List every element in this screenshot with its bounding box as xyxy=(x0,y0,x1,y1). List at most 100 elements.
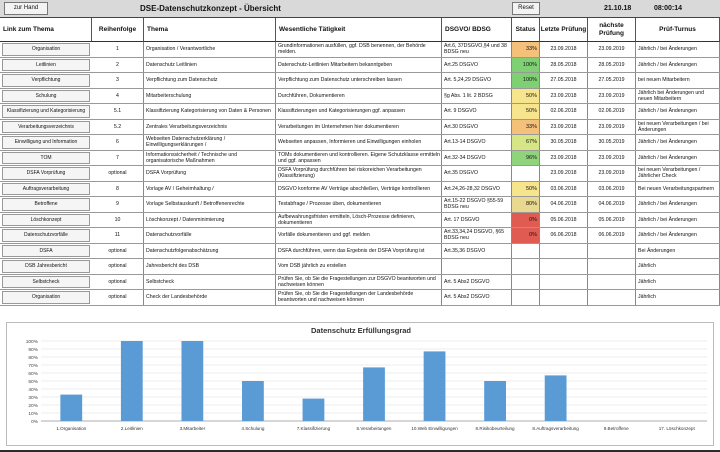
reset-button[interactable]: Reset xyxy=(512,2,540,15)
bar xyxy=(60,394,83,421)
row-legal-basis xyxy=(442,259,512,274)
row-link-button[interactable]: Organisation xyxy=(2,291,90,304)
row-activity: DSFA durchführen, wenn das Ergebnis der … xyxy=(276,243,442,258)
row-link-button[interactable]: Löschkonzept xyxy=(2,213,90,226)
table-row: Leitlinien 2 Datenschutz Leitlinien Datensc… xyxy=(0,57,720,73)
table-row: Organisation optional Check der Landesbehö… xyxy=(0,290,720,306)
row-link-button[interactable]: Selbstcheck xyxy=(2,275,90,288)
row-topic: Klassifizierung Kategorisierung von Date… xyxy=(144,104,276,119)
row-last-check: 27.05.2018 xyxy=(540,73,588,88)
row-legal-basis: Art.15-22 DSGVO §55-59 BDSG neu xyxy=(442,197,512,212)
row-topic: DSFA Vorprüfung xyxy=(144,166,276,181)
current-date: 21.10.18 xyxy=(604,5,632,12)
row-activity: DSFA Vorprüfung durchführen bei riskorei… xyxy=(276,166,442,181)
row-next-check: 04.06.2019 xyxy=(588,197,636,212)
row-check-interval: Jährlich / bei Änderungen xyxy=(636,135,720,150)
row-order: 11 xyxy=(92,228,144,243)
row-check-interval: Jährlich / bei Änderungen xyxy=(636,42,720,57)
y-tick-label: 40% xyxy=(28,387,38,393)
row-check-interval: Jährlich / bei Änderungen xyxy=(636,228,720,243)
row-legal-basis: Art.35,36 DSGVO xyxy=(442,243,512,258)
row-status: 0% xyxy=(512,228,540,243)
row-activity: Verarbeitungen im Unternehmen hier dokum… xyxy=(276,119,442,134)
row-order: 5.2 xyxy=(92,119,144,134)
row-activity: Webseiten anpassen, Informieren und Einw… xyxy=(276,135,442,150)
row-activity: Testabfrage / Prozesse üben, dokumentier… xyxy=(276,197,442,212)
row-activity: Durchführen, Dokumentieren xyxy=(276,88,442,103)
row-link-button[interactable]: Auftragsverarbeitung xyxy=(2,182,90,195)
row-activity: Vorfälle dokumentieren und ggf. melden xyxy=(276,228,442,243)
row-legal-basis: Art.24,26-28,32 DSGVO xyxy=(442,181,512,196)
row-link-button[interactable]: DSB Jahresbericht xyxy=(2,260,90,273)
row-order: optional xyxy=(92,259,144,274)
row-legal-basis: Art.32-34 DSGVO xyxy=(442,150,512,165)
row-order: 1 xyxy=(92,42,144,57)
y-tick-label: 90% xyxy=(28,347,38,353)
y-tick-label: 20% xyxy=(28,403,38,409)
row-status: 67% xyxy=(512,135,540,150)
x-tick-label: 4.Schulung xyxy=(241,426,264,431)
row-link-button[interactable]: DSFA xyxy=(2,244,90,257)
table-row: Klassifizierung und Kategorisierung 5.1 Kl… xyxy=(0,104,720,120)
zur-hand-button[interactable]: zur Hand xyxy=(4,2,48,15)
row-link-button[interactable]: Betroffene xyxy=(2,198,90,211)
header-status: Status xyxy=(512,18,540,42)
row-order: optional xyxy=(92,243,144,258)
row-activity: Verpflichtung zum Datenschutz unterschre… xyxy=(276,73,442,88)
row-next-check: 27.05.2019 xyxy=(588,73,636,88)
row-last-check xyxy=(540,274,588,289)
row-link-button[interactable]: Leitlinien xyxy=(2,58,90,71)
row-next-check xyxy=(588,259,636,274)
row-last-check xyxy=(540,259,588,274)
bar xyxy=(423,351,446,421)
x-tick-label: 2.Leitlinien xyxy=(121,426,143,431)
table-row: Organisation 1 Organisation / Verantwortli… xyxy=(0,42,720,58)
row-check-interval: Jährlich / bei Änderungen xyxy=(636,150,720,165)
row-link-button[interactable]: Einwilligung und Information xyxy=(2,136,90,149)
row-legal-basis: Art.25 DSGVO xyxy=(442,57,512,72)
row-link-button[interactable]: Datenschutzvorfälle xyxy=(2,229,90,242)
table-row: Betroffene 9 Vorlage Selbstauskunft / Betr… xyxy=(0,197,720,213)
row-link-button[interactable]: Verarbeitungsverzeichnis xyxy=(2,120,90,133)
row-next-check: 23.09.2019 xyxy=(588,119,636,134)
row-status: 0% xyxy=(512,212,540,227)
row-check-interval: Bei Änderungen xyxy=(636,243,720,258)
row-topic: Datenschutz Leitlinien xyxy=(144,57,276,72)
row-next-check xyxy=(588,290,636,305)
y-tick-label: 100% xyxy=(26,339,39,345)
row-link-button[interactable]: Organisation xyxy=(2,43,90,56)
row-last-check: 02.06.2018 xyxy=(540,104,588,119)
row-next-check: 05.06.2019 xyxy=(588,212,636,227)
current-time: 08:00:14 xyxy=(654,5,683,12)
table-row: Einwilligung und Information 6 Webseiten D… xyxy=(0,135,720,151)
row-link-button[interactable]: Verpflichtung xyxy=(2,74,90,87)
table-row: Datenschutzvorfälle 11 Datenschutzvorfälle… xyxy=(0,228,720,244)
x-tick-label: 1.Organisation xyxy=(56,426,86,431)
row-activity: TOMs dokumentieren und kontrollieren. Ei… xyxy=(276,150,442,165)
row-link-button[interactable]: DSFA Vorprüfung xyxy=(2,167,90,180)
row-status: 100% xyxy=(512,73,540,88)
x-tick-label: 5.Verarbeitungen xyxy=(357,426,392,431)
row-legal-basis: Art. 5 Abs2 DSGVO xyxy=(442,290,512,305)
row-status: 50% xyxy=(512,104,540,119)
row-link-button[interactable]: Klassifizierung und Kategorisierung xyxy=(2,105,90,118)
row-link-button[interactable]: Schulung xyxy=(2,89,90,102)
header-pruef-turnus: Prüf-Turnus xyxy=(636,18,720,42)
row-check-interval: Jährlich / bei Änderungen xyxy=(636,104,720,119)
row-legal-basis: Art.30 DSGVO xyxy=(442,119,512,134)
x-tick-label: 7.Klassifizierung xyxy=(297,426,331,431)
row-legal-basis: Art. 5 Abs2 DSGVO xyxy=(442,274,512,289)
row-last-check: 23.09.2018 xyxy=(540,166,588,181)
row-last-check: 04.06.2018 xyxy=(540,197,588,212)
table-row: Verarbeitungsverzeichnis 5.2 Zentrales Ver… xyxy=(0,119,720,135)
y-tick-label: 30% xyxy=(28,395,38,401)
row-link-button[interactable]: TOM xyxy=(2,151,90,164)
table-row: Schulung 4 Mitarbeiterschulung Durchführen,… xyxy=(0,88,720,104)
row-topic: Verpflichtung zum Datenschutz xyxy=(144,73,276,88)
row-status: 80% xyxy=(512,197,540,212)
x-tick-label: 9.Betroffene xyxy=(604,426,629,431)
x-tick-label: 10.Web Einwilligungen xyxy=(411,426,458,431)
row-order: optional xyxy=(92,274,144,289)
bar xyxy=(181,341,204,421)
